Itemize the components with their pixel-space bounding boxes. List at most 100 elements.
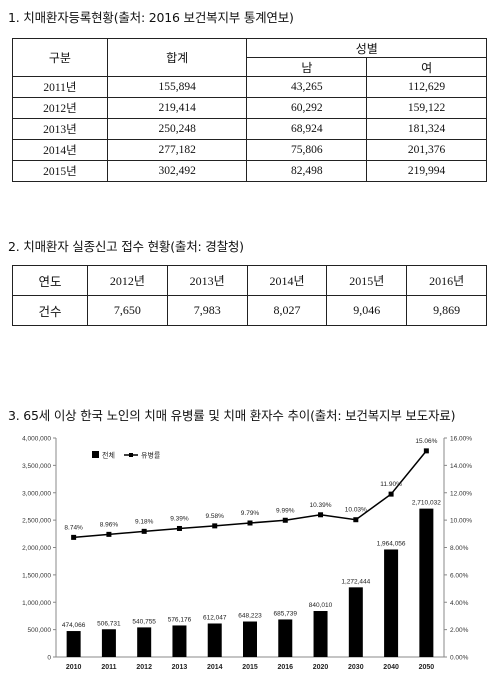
row-male: 75,806: [246, 139, 368, 161]
right-tick-label: 2.00%: [450, 627, 469, 634]
bar: [313, 611, 328, 657]
header-female: 여: [366, 57, 487, 77]
rate-point: [353, 517, 359, 523]
row-female: 219,994: [366, 160, 487, 182]
bar: [101, 629, 116, 657]
rate-point: [141, 528, 147, 534]
row-female: 159,122: [366, 97, 487, 119]
rate-value-label: 11.90%: [380, 481, 402, 488]
header-male: 남: [246, 57, 368, 77]
x-tick-label: 2013: [172, 664, 188, 671]
bar: [278, 619, 293, 657]
bar-value-label: 540,755: [132, 618, 156, 625]
row-year: 2011년: [12, 76, 108, 98]
legend-label-line: 유병률: [141, 451, 161, 460]
legend-swatch-line-marker: [129, 453, 133, 457]
rate-value-label: 9.79%: [241, 510, 260, 517]
right-tick-label: 14.00%: [450, 463, 472, 470]
bar: [419, 508, 434, 657]
bar-value-label: 1,964,056: [377, 540, 406, 547]
right-tick-label: 16.00%: [450, 436, 472, 443]
table-row: 2014년 277,182 75,806 201,376: [12, 139, 487, 161]
bar: [172, 625, 187, 657]
left-tick-label: 0: [47, 655, 51, 662]
left-tick-label: 1,000,000: [22, 600, 51, 607]
rate-point: [212, 523, 218, 529]
row-female: 112,629: [366, 76, 487, 98]
bar: [243, 621, 257, 657]
x-tick-label: 2014: [207, 664, 223, 671]
row-count-label: 건수: [12, 295, 88, 326]
row-total: 250,248: [106, 118, 248, 140]
row-male: 68,924: [246, 118, 368, 140]
bar: [384, 549, 399, 657]
bar-value-label: 2,710,032: [412, 500, 441, 507]
section1-heading: 1. 치매환자등록현황(출처: 2016 보건복지부 통계연보): [8, 10, 294, 25]
left-tick-label: 2,500,000: [22, 518, 51, 525]
left-tick-label: 4,000,000: [22, 436, 51, 443]
legend-label-bar: 전체: [102, 451, 115, 460]
row-female: 181,324: [366, 118, 487, 140]
row-year: 2014년: [12, 139, 108, 161]
x-tick-label: 2010: [66, 664, 82, 671]
right-tick-label: 10.00%: [450, 518, 472, 525]
table-row: 2015년 302,492 82,498 219,994: [12, 160, 487, 182]
row-total: 219,414: [106, 97, 248, 119]
rate-value-label: 9.58%: [206, 513, 225, 520]
rate-point: [388, 491, 394, 497]
count-cell: 7,650: [87, 295, 168, 326]
row-total: 155,894: [106, 76, 248, 98]
row-year: 2015년: [12, 160, 108, 182]
row-year: 2012년: [12, 97, 108, 119]
rate-value-label: 10.39%: [310, 502, 332, 509]
dementia-registration-table: 구분 합계 성별 남 여 2011년 155,894 43,265 112,62…: [12, 38, 487, 182]
missing-reports-table: 연도 2012년 2013년 2014년 2015년 2016년 건수 7,65…: [12, 265, 487, 326]
bar-value-label: 685,739: [274, 610, 298, 617]
x-tick-label: 2012: [136, 664, 152, 671]
rate-point: [176, 525, 182, 531]
bar-value-label: 648,223: [238, 613, 262, 620]
x-tick-label: 2016: [277, 664, 293, 671]
left-tick-label: 500,000: [28, 627, 52, 634]
rate-value-label: 15.06%: [415, 438, 437, 445]
rate-point: [71, 534, 77, 540]
table-row: 2012년 219,414 60,292 159,122: [12, 97, 487, 119]
bar-value-label: 1,272,444: [341, 578, 370, 585]
rate-point: [247, 520, 253, 526]
left-tick-label: 3,500,000: [22, 463, 51, 470]
header-category: 구분: [12, 38, 108, 77]
row-female: 201,376: [366, 139, 487, 161]
rate-point: [423, 448, 429, 454]
bar: [137, 627, 152, 657]
rate-value-label: 8.74%: [64, 524, 83, 531]
left-tick-label: 3,000,000: [22, 490, 51, 497]
header-gender: 성별: [246, 38, 487, 58]
table-row: 2011년 155,894 43,265 112,629: [12, 76, 487, 98]
x-tick-label: 2030: [348, 664, 364, 671]
count-cell: 9,046: [326, 295, 408, 326]
row-male: 82,498: [246, 160, 368, 182]
left-tick-label: 2,000,000: [22, 545, 51, 552]
bar-value-label: 840,010: [309, 602, 333, 609]
section2-heading: 2. 치매환자 실종신고 접수 현황(출처: 경찰청): [8, 239, 244, 254]
left-tick-label: 1,500,000: [22, 572, 51, 579]
bar: [66, 631, 81, 657]
section3-heading: 3. 65세 이상 한국 노인의 치매 유병률 및 치매 환자수 추이(출처: …: [8, 408, 456, 423]
x-tick-label: 2040: [383, 664, 399, 671]
table-row: 2013년 250,248 68,924 181,324: [12, 118, 487, 140]
year-cell: 2013년: [166, 265, 248, 296]
year-cell: 2014년: [246, 265, 328, 296]
header-year-label: 연도: [12, 265, 88, 296]
rate-value-label: 9.99%: [276, 507, 295, 514]
row-male: 43,265: [246, 76, 368, 98]
right-tick-label: 4.00%: [450, 600, 469, 607]
rate-point: [318, 512, 324, 518]
row-male: 60,292: [246, 97, 368, 119]
year-cell: 2015년: [326, 265, 408, 296]
x-tick-label: 2020: [313, 664, 329, 671]
row-total: 302,492: [106, 160, 248, 182]
rate-point: [106, 531, 112, 537]
year-cell: 2016년: [406, 265, 487, 296]
x-tick-label: 2050: [419, 664, 435, 671]
x-tick-label: 2015: [242, 664, 258, 671]
